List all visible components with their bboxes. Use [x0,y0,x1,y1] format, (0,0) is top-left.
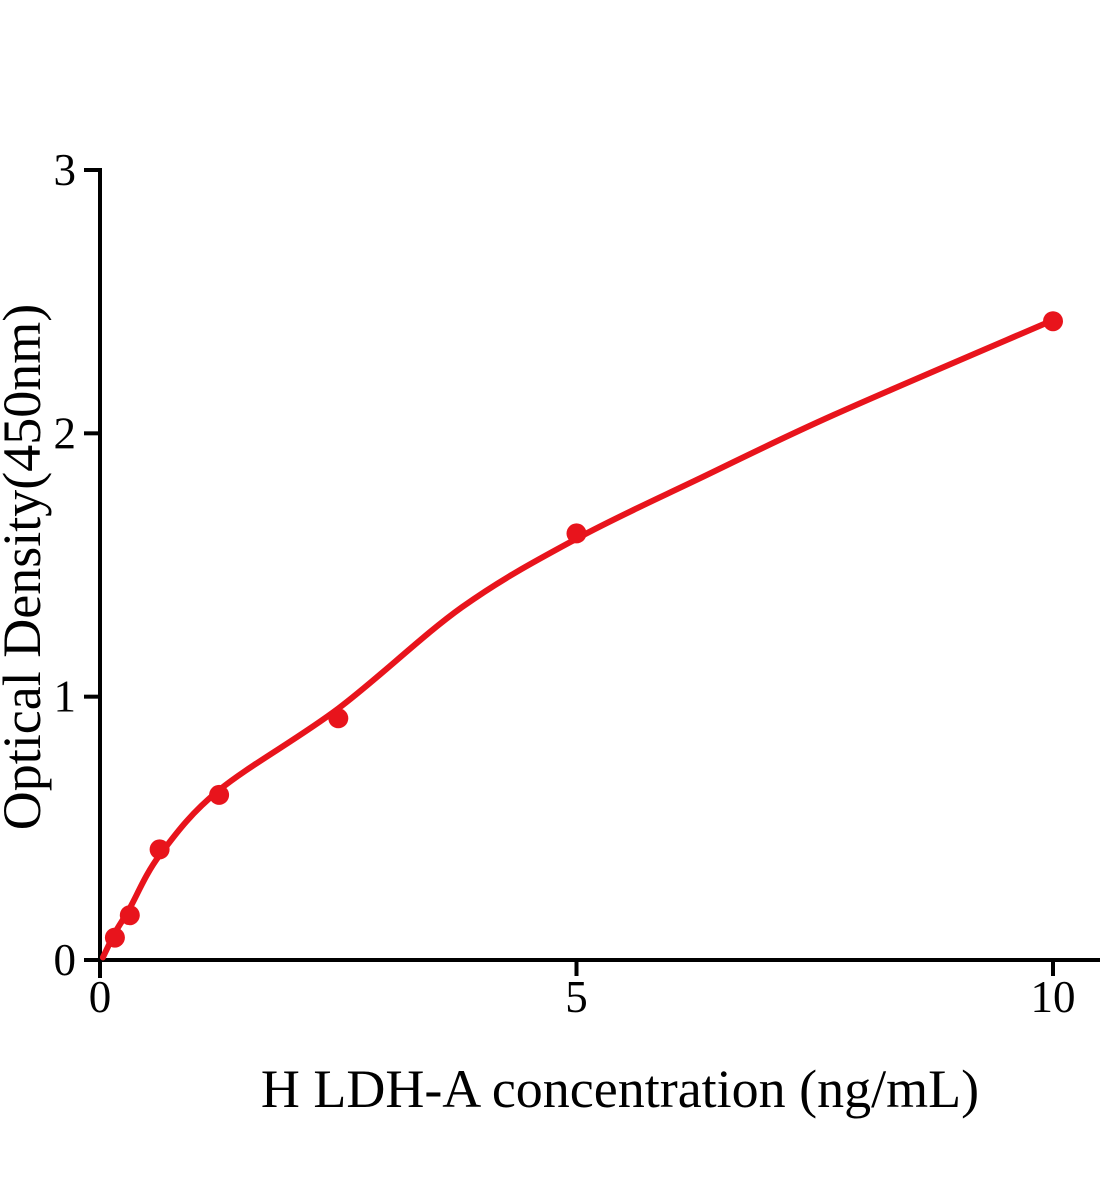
y-axis-label: Optical Density(450nm) [0,304,52,830]
x-tick-label: 10 [1031,972,1076,1022]
data-point [328,708,349,729]
data-point [209,784,230,805]
data-point [104,927,125,948]
x-tick-label: 5 [565,972,588,1022]
axis-tick-labels: 0 1 2 3 0 5 10 [54,145,1076,1022]
data-point [566,523,587,544]
y-tick-label: 1 [54,672,77,722]
data-points [104,311,1063,948]
y-tick-label: 0 [54,935,77,985]
y-tick-label: 3 [54,145,77,195]
axis-ticks [84,168,1055,976]
fitted-curve-line [99,317,1056,961]
x-axis-label: H LDH-A concentration (ng/mL) [261,1059,979,1119]
data-point [1043,311,1063,332]
data-point [119,905,140,926]
x-tick-label: 0 [89,972,112,1022]
y-tick-label: 2 [54,408,77,458]
curve-path [99,317,1056,961]
axes [98,168,1100,978]
data-point [149,839,170,860]
